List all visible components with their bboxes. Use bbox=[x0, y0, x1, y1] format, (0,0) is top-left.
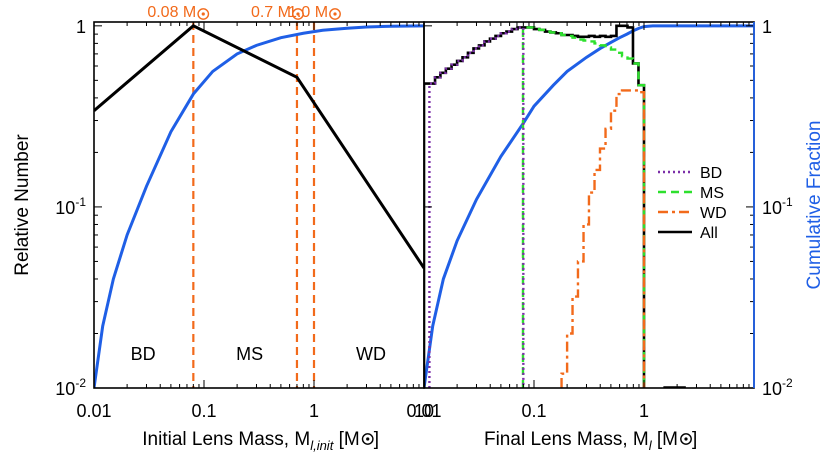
left-series-group bbox=[94, 24, 424, 388]
legend-label-wd: WD bbox=[700, 205, 727, 222]
right-panel: 0.01 0.1 1 1 10-1 10-2 BD MS WD All bbox=[406, 17, 793, 421]
right-x-axis-label-close: ] bbox=[692, 429, 697, 450]
left-x-axis-label-close: ] bbox=[374, 429, 379, 450]
left-x-axis-label-text: Initial Lens Mass, Ml,init [M bbox=[142, 429, 359, 453]
left-y-tick-label: 10-2 bbox=[55, 376, 86, 399]
legend-label-all: All bbox=[700, 225, 718, 242]
right-y-tick-label: 10-2 bbox=[762, 376, 793, 399]
sun-symbol-dot bbox=[684, 437, 688, 441]
sun-symbol-dot bbox=[366, 437, 370, 441]
series-all-step bbox=[424, 24, 646, 388]
right-x-axis-label-text: Final Lens Mass, Ml [M bbox=[484, 429, 678, 453]
region-label: MS bbox=[236, 344, 263, 364]
region-label: WD bbox=[356, 344, 386, 364]
right-y-axis-label: Cumulative Fraction bbox=[804, 121, 825, 290]
left-y-tick-label: 1 bbox=[76, 17, 86, 37]
left-x-tick-label: 0.1 bbox=[191, 401, 216, 421]
sun-symbol-ring bbox=[680, 433, 692, 445]
sun-symbol-dot bbox=[296, 12, 300, 16]
legend-label-bd: BD bbox=[700, 165, 722, 182]
sun-symbol-ring bbox=[197, 8, 210, 20]
left-x-tick-label: 0.01 bbox=[76, 401, 111, 421]
series-ms-step bbox=[521, 26, 646, 388]
right-y-tick-label: 10-1 bbox=[762, 195, 793, 218]
left-x-axis-label: Initial Lens Mass, Ml,init [M] bbox=[142, 429, 379, 453]
legend: BD MS WD All bbox=[658, 165, 727, 242]
divider-label-text: 0.7 M bbox=[251, 4, 291, 21]
divider-label-text: 1.0 M bbox=[288, 4, 328, 21]
left-x-tick-label: 10 bbox=[414, 401, 434, 421]
left-y-axis-label: Relative Number bbox=[12, 134, 33, 276]
axis-labels: Initial Lens Mass, Ml,init [M] Final Lens… bbox=[12, 121, 825, 453]
series-bd-step bbox=[428, 26, 525, 388]
divider-label-text: 0.08 M bbox=[147, 4, 196, 21]
sun-symbol-dot bbox=[201, 12, 205, 16]
sun-symbol-ring bbox=[292, 8, 304, 20]
sun-symbol-dot bbox=[333, 12, 337, 16]
sun-symbol-ring bbox=[361, 433, 374, 445]
divider-top-label: 0.7 M bbox=[251, 4, 304, 21]
right-x-tick-label: 0.1 bbox=[521, 401, 546, 421]
legend-label-ms: MS bbox=[700, 185, 724, 202]
region-label: BD bbox=[131, 344, 156, 364]
right-x-tick-label: 1 bbox=[639, 401, 649, 421]
left-distribution-line bbox=[94, 24, 424, 269]
divider-top-label: 1.0 M bbox=[288, 4, 341, 21]
left-panel: BD MS WD 0.01 0.1 1 10 1 10-1 10-2 0.08 M 0.7 M1.0 … bbox=[55, 4, 434, 421]
left-x-tick-label: 1 bbox=[309, 401, 319, 421]
left-y-tick-label: 10-1 bbox=[55, 195, 86, 218]
right-y-tick-label: 1 bbox=[762, 17, 772, 37]
right-x-axis-label: Final Lens Mass, Ml [M] bbox=[484, 429, 697, 453]
series-wd-step bbox=[560, 89, 646, 388]
sun-symbol-ring bbox=[329, 8, 341, 20]
left-cumulative-line bbox=[94, 24, 424, 388]
right-x-tick-label: 0.01 bbox=[406, 401, 441, 421]
left-plot-frame bbox=[93, 21, 425, 389]
right-cumulative-line bbox=[424, 24, 754, 388]
divider-top-label: 0.08 M bbox=[147, 4, 210, 21]
